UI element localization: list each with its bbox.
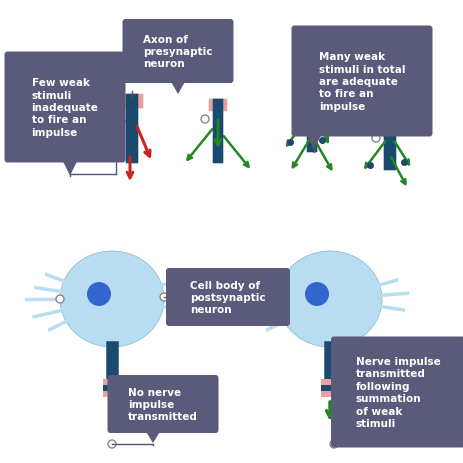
Circle shape (160, 294, 168, 301)
Circle shape (108, 440, 116, 448)
FancyBboxPatch shape (383, 118, 395, 171)
Text: Axon of
presynaptic
neuron: Axon of presynaptic neuron (143, 35, 213, 69)
FancyBboxPatch shape (103, 379, 121, 385)
FancyBboxPatch shape (306, 93, 317, 153)
Polygon shape (169, 81, 186, 95)
FancyBboxPatch shape (166, 269, 289, 326)
FancyBboxPatch shape (378, 118, 400, 131)
FancyBboxPatch shape (212, 100, 223, 164)
Text: Few weak
stimuli
inadequate
to fire an
impulse: Few weak stimuli inadequate to fire an i… (31, 78, 98, 138)
Circle shape (200, 116, 208, 124)
FancyBboxPatch shape (330, 337, 463, 448)
Circle shape (294, 109, 302, 117)
Circle shape (329, 440, 337, 448)
Polygon shape (305, 134, 321, 150)
FancyBboxPatch shape (5, 52, 125, 163)
FancyBboxPatch shape (103, 391, 121, 397)
FancyBboxPatch shape (107, 375, 218, 433)
Text: Nerve impulse
transmitted
following
summation
of weak
stimuli: Nerve impulse transmitted following summ… (355, 356, 439, 428)
FancyBboxPatch shape (125, 94, 138, 164)
Text: No nerve
impulse
transmitted: No nerve impulse transmitted (128, 387, 198, 421)
Circle shape (112, 115, 120, 123)
Ellipse shape (277, 251, 381, 347)
FancyBboxPatch shape (122, 20, 233, 84)
FancyBboxPatch shape (320, 391, 338, 397)
FancyBboxPatch shape (320, 379, 338, 385)
Circle shape (87, 282, 111, 307)
Circle shape (274, 294, 282, 301)
Circle shape (56, 295, 64, 303)
Polygon shape (62, 160, 78, 176)
Text: Cell body of
postsynaptic
neuron: Cell body of postsynaptic neuron (190, 280, 265, 315)
FancyBboxPatch shape (208, 100, 227, 112)
FancyBboxPatch shape (291, 26, 432, 137)
FancyBboxPatch shape (320, 385, 338, 391)
Polygon shape (144, 430, 161, 443)
Circle shape (371, 135, 379, 143)
FancyBboxPatch shape (302, 93, 320, 105)
FancyBboxPatch shape (103, 385, 121, 391)
Text: Many weak
stimuli in total
are adequate
to fire an
impulse: Many weak stimuli in total are adequate … (318, 52, 404, 112)
FancyBboxPatch shape (120, 94, 143, 109)
Circle shape (304, 282, 328, 307)
Circle shape (274, 295, 282, 303)
Ellipse shape (60, 251, 163, 347)
